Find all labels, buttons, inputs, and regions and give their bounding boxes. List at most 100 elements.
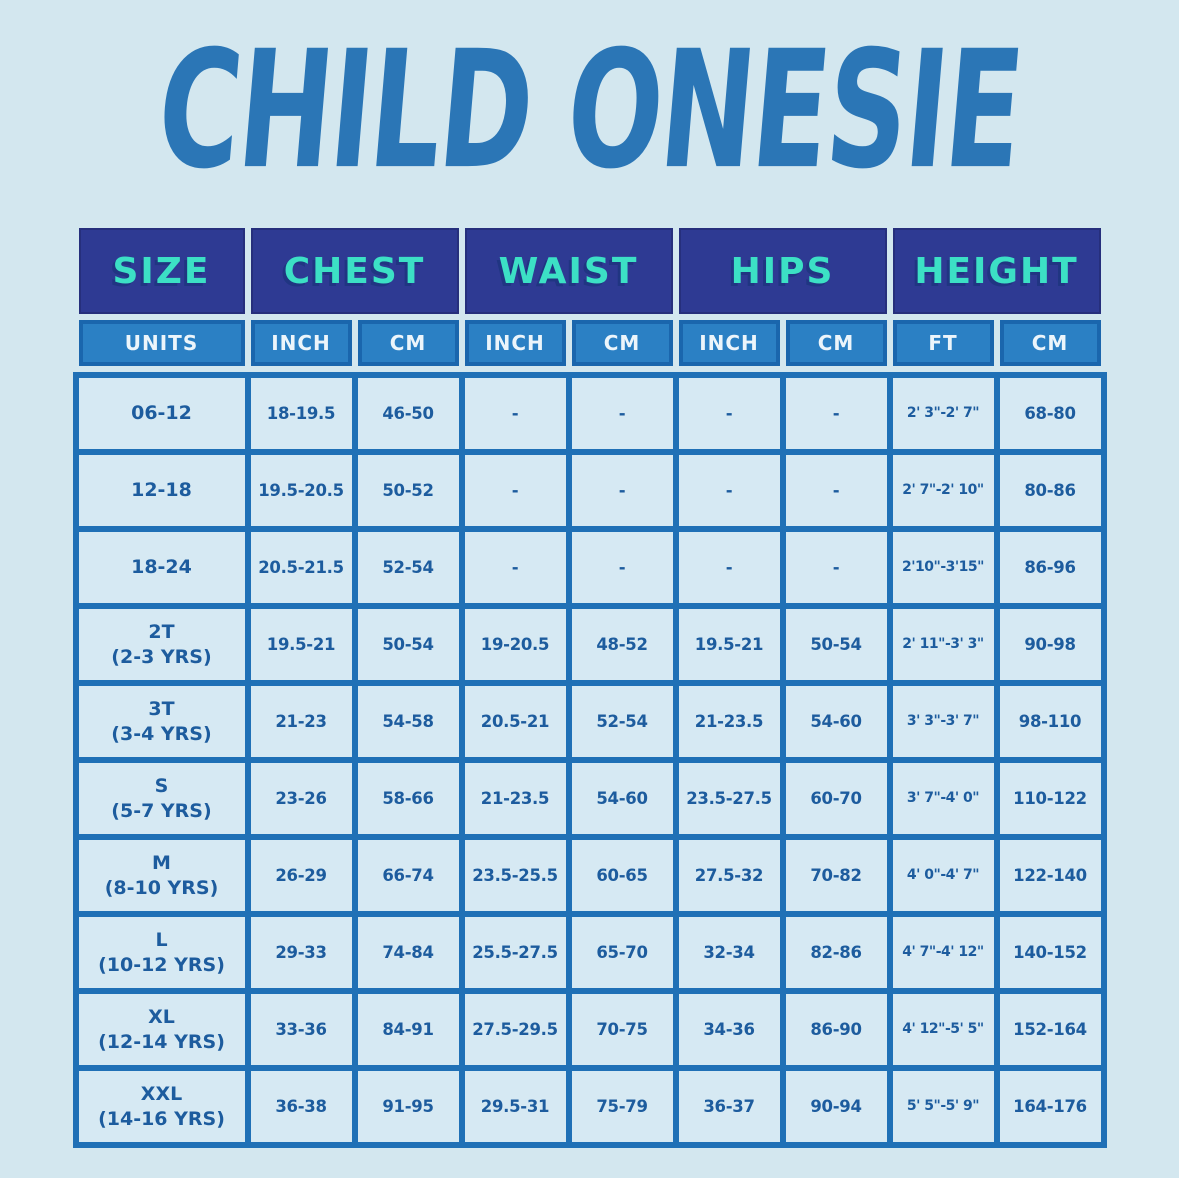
data-cell-row-5-col-3: 54-60 (571, 763, 673, 834)
unit-header-5-inch: INCH (678, 320, 780, 366)
unit-header-2-cm: CM (357, 320, 459, 366)
size-age-range: (14-16 YRS) (98, 1107, 225, 1130)
data-cell-row-5-col-5: 60-70 (785, 763, 887, 834)
size-label: M (152, 851, 171, 874)
data-cell-row-9-col-7: 164-176 (999, 1071, 1101, 1142)
data-cell-row-6-col-3: 60-65 (571, 840, 673, 911)
unit-header-3-inch: INCH (464, 320, 566, 366)
data-cell-row-8-col-2: 27.5-29.5 (464, 994, 566, 1065)
data-cell-row-9-col-4: 36-37 (678, 1071, 780, 1142)
size-cell-row-5: S (5-7 YRS) (78, 763, 245, 834)
data-cell-row-5-col-1: 58-66 (357, 763, 459, 834)
column-group-header-waist: WAIST (464, 228, 673, 314)
size-chart-table: SIZE CHEST WAIST HIPS HEIGHT UNITS INCH CM INCH… (72, 228, 1107, 1148)
data-cell-row-9-col-0: 36-38 (250, 1071, 352, 1142)
size-age-range: (8-10 YRS) (104, 876, 219, 899)
data-cell-row-7-col-7: 140-152 (999, 917, 1101, 988)
size-label: 18-24 (131, 556, 192, 579)
data-cell-row-9-col-3: 75-79 (571, 1071, 673, 1142)
size-label: L (155, 928, 168, 951)
size-label: 12-18 (131, 479, 192, 502)
data-cell-row-8-col-4: 34-36 (678, 994, 780, 1065)
data-cell-row-1-col-2: - (464, 455, 566, 526)
data-cell-row-9-col-2: 29.5-31 (464, 1071, 566, 1142)
data-cell-row-3-col-7: 90-98 (999, 609, 1101, 680)
data-cell-row-5-col-4: 23.5-27.5 (678, 763, 780, 834)
data-cell-row-5-col-7: 110-122 (999, 763, 1101, 834)
data-cell-row-3-col-2: 19-20.5 (464, 609, 566, 680)
data-cell-row-7-col-0: 29-33 (250, 917, 352, 988)
data-cell-row-4-col-3: 52-54 (571, 686, 673, 757)
data-cell-row-0-col-5: - (785, 378, 887, 449)
data-cell-row-6-col-4: 27.5-32 (678, 840, 780, 911)
data-cell-row-8-col-5: 86-90 (785, 994, 887, 1065)
data-cell-row-4-col-7: 98-110 (999, 686, 1101, 757)
data-cell-row-6-col-2: 23.5-25.5 (464, 840, 566, 911)
unit-header-6-cm: CM (785, 320, 887, 366)
size-label: 3T (148, 697, 175, 720)
size-age-range: (10-12 YRS) (98, 953, 225, 976)
data-cell-row-0-col-4: - (678, 378, 780, 449)
data-cell-row-2-col-1: 52-54 (357, 532, 459, 603)
size-cell-row-2: 18-24 (78, 532, 245, 603)
data-cell-row-7-col-6: 4' 7"-4' 12" (892, 917, 994, 988)
data-cell-row-9-col-5: 90-94 (785, 1071, 887, 1142)
data-cell-row-0-col-6: 2' 3"-2' 7" (892, 378, 994, 449)
data-grid: 06-12 18-19.5 46-50- - - -2' 3"-2' 7" 68-80 12-… (72, 372, 1107, 1148)
data-cell-row-8-col-7: 152-164 (999, 994, 1101, 1065)
unit-header-4-cm: CM (571, 320, 673, 366)
data-cell-row-1-col-5: - (785, 455, 887, 526)
size-label: 06-12 (131, 402, 192, 425)
data-cell-row-2-col-5: - (785, 532, 887, 603)
size-cell-row-0: 06-12 (78, 378, 245, 449)
column-group-header-row: SIZE CHEST WAIST HIPS HEIGHT (73, 228, 1107, 314)
data-cell-row-1-col-4: - (678, 455, 780, 526)
data-cell-row-0-col-0: 18-19.5 (250, 378, 352, 449)
data-cell-row-4-col-1: 54-58 (357, 686, 459, 757)
data-cell-row-0-col-2: - (464, 378, 566, 449)
data-cell-row-2-col-6: 2'10"-3'15" (892, 532, 994, 603)
data-cell-row-2-col-4: - (678, 532, 780, 603)
data-cell-row-8-col-0: 33-36 (250, 994, 352, 1065)
data-cell-row-2-col-2: - (464, 532, 566, 603)
page-title: CHILD ONESIE (150, 16, 1029, 206)
data-cell-row-5-col-6: 3' 7"-4' 0" (892, 763, 994, 834)
data-cell-row-4-col-2: 20.5-21 (464, 686, 566, 757)
unit-header-8-cm: CM (999, 320, 1101, 366)
data-cell-row-6-col-7: 122-140 (999, 840, 1101, 911)
data-cell-row-6-col-5: 70-82 (785, 840, 887, 911)
data-cell-row-4-col-5: 54-60 (785, 686, 887, 757)
size-age-range: (2-3 YRS) (111, 645, 212, 668)
data-cell-row-2-col-3: - (571, 532, 673, 603)
data-cell-row-1-col-7: 80-86 (999, 455, 1101, 526)
size-cell-row-6: M (8-10 YRS) (78, 840, 245, 911)
column-group-header-height: HEIGHT (892, 228, 1101, 314)
data-cell-row-3-col-1: 50-54 (357, 609, 459, 680)
data-cell-row-1-col-1: 50-52 (357, 455, 459, 526)
data-cell-row-1-col-3: - (571, 455, 673, 526)
size-age-range: (5-7 YRS) (111, 799, 212, 822)
data-cell-row-5-col-2: 21-23.5 (464, 763, 566, 834)
data-cell-row-4-col-4: 21-23.5 (678, 686, 780, 757)
data-cell-row-7-col-3: 65-70 (571, 917, 673, 988)
unit-header-1-inch: INCH (250, 320, 352, 366)
column-group-header-hips: HIPS (678, 228, 887, 314)
data-cell-row-7-col-1: 74-84 (357, 917, 459, 988)
data-cell-row-0-col-3: - (571, 378, 673, 449)
size-label: S (154, 774, 169, 797)
data-cell-row-1-col-6: 2' 7"-2' 10" (892, 455, 994, 526)
column-group-header-chest: CHEST (250, 228, 459, 314)
data-cell-row-0-col-7: 68-80 (999, 378, 1101, 449)
data-cell-row-8-col-6: 4' 12"-5' 5" (892, 994, 994, 1065)
title-wrap: CHILD ONESIE (0, 8, 1179, 214)
data-cell-row-7-col-2: 25.5-27.5 (464, 917, 566, 988)
data-cell-row-4-col-0: 21-23 (250, 686, 352, 757)
size-label: XXL (140, 1082, 183, 1105)
size-age-range: (12-14 YRS) (98, 1030, 225, 1053)
unit-header-0-units: UNITS (78, 320, 245, 366)
data-cell-row-3-col-0: 19.5-21 (250, 609, 352, 680)
data-cell-row-6-col-1: 66-74 (357, 840, 459, 911)
data-cell-row-6-col-0: 26-29 (250, 840, 352, 911)
data-cell-row-8-col-1: 84-91 (357, 994, 459, 1065)
size-cell-row-3: 2T (2-3 YRS) (78, 609, 245, 680)
